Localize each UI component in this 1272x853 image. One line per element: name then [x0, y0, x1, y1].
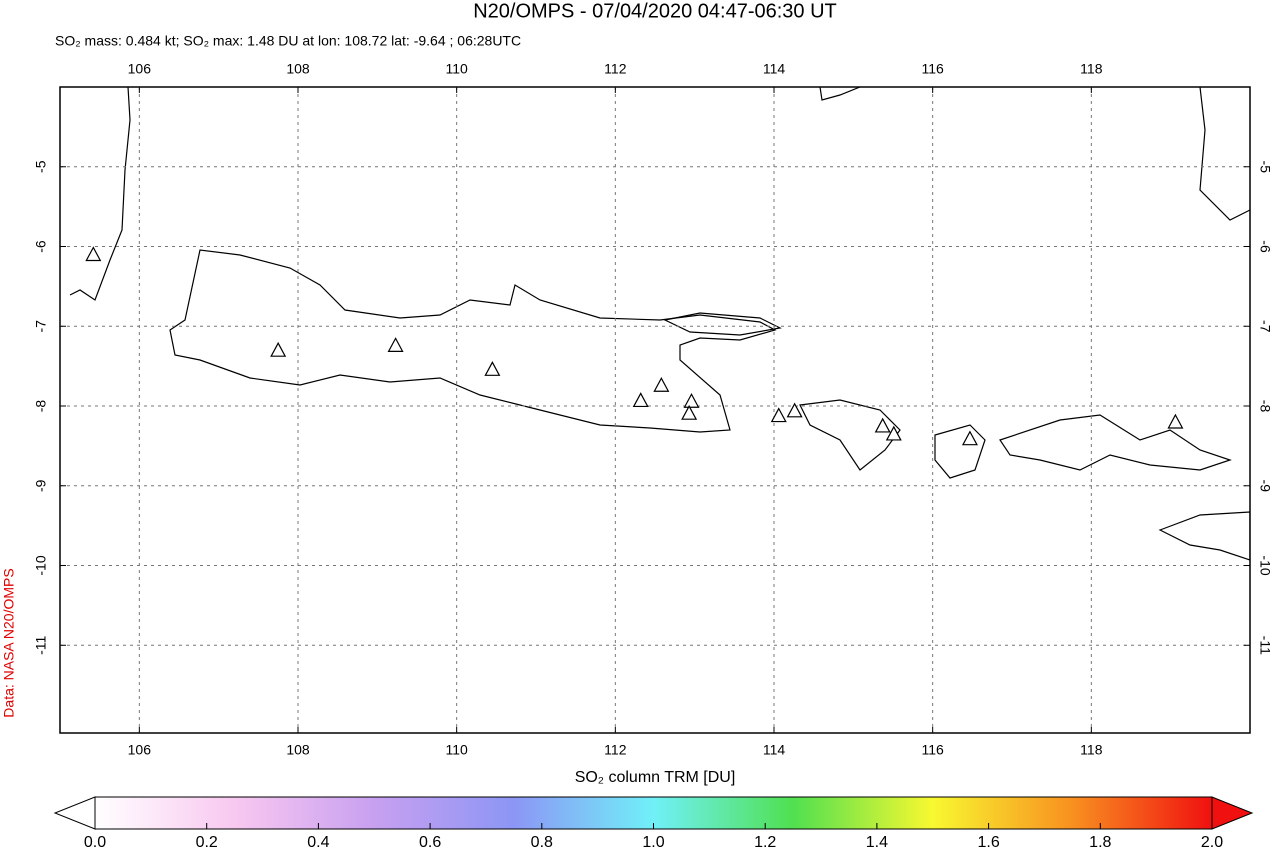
colorbar-over [1211, 796, 1254, 830]
colorbar-tick-label: 0.8 [531, 834, 553, 851]
volcano-marker [770, 407, 787, 423]
colorbar-tick-label: 1.2 [754, 834, 776, 851]
map-frame [59, 86, 1251, 734]
x-tick-label: 108 [286, 61, 310, 77]
volcano-marker [681, 404, 698, 420]
x-tick-label: 114 [763, 61, 786, 77]
colorbar-tick-label: 0.6 [419, 834, 441, 851]
sumbawa-coast [999, 414, 1232, 471]
x-tick-label: 112 [604, 742, 627, 758]
y-tick-label: -9 [1257, 480, 1272, 493]
credit: Data: NASA N20/OMPS [1, 568, 17, 717]
y-tick-label: -8 [1257, 400, 1272, 413]
x-tick-label: 110 [446, 742, 469, 758]
flores-coast [1199, 87, 1250, 221]
colorbar-tick-label: 0.0 [84, 834, 106, 851]
volcano-marker [270, 341, 287, 357]
madura-coast [663, 312, 782, 336]
map-background [60, 87, 1250, 733]
colorbar-tick-label: 1.4 [866, 834, 888, 851]
volcano-marker [484, 361, 501, 376]
colorbar-tick-label: 1.0 [642, 834, 664, 851]
x-tick-label: 118 [1080, 742, 1103, 758]
volcano-marker [1167, 413, 1184, 429]
colorbar-tick-label: 2.0 [1201, 834, 1223, 851]
subtitle: SO₂ mass: 0.484 kt; SO₂ max: 1.48 DU at … [55, 33, 521, 49]
volcano-marker [632, 392, 649, 408]
x-tick-label: 118 [1080, 61, 1103, 77]
y-tick-label: -7 [1257, 320, 1272, 333]
volcano-marker [387, 337, 404, 352]
x-tick-label: 106 [128, 742, 152, 758]
volcano-marker [874, 417, 891, 433]
lombok-coast [934, 424, 986, 479]
y-tick-label: -10 [1257, 555, 1272, 575]
borneo-coast [819, 87, 861, 101]
sumatra-coast [69, 87, 131, 301]
y-tick-label: -11 [33, 635, 49, 654]
y-tick-label: -9 [33, 479, 49, 492]
colorbar-tick-label: 1.8 [1089, 834, 1111, 851]
title: N20/OMPS - 07/04/2020 04:47-06:30 UT [473, 0, 837, 22]
x-tick-label: 116 [922, 742, 945, 758]
java-coast [169, 249, 777, 433]
colorbar-tick-label: 1.6 [977, 834, 999, 851]
y-tick-label: -8 [33, 400, 49, 413]
x-tick-label: 106 [128, 61, 152, 77]
volcano-marker [961, 430, 978, 446]
y-tick-label: -5 [33, 160, 49, 173]
colorbar-tick-label: 0.2 [196, 834, 218, 851]
volcano-marker [653, 377, 670, 392]
colorbar-under [53, 796, 96, 830]
volcano-marker [786, 402, 803, 418]
coastlines [69, 87, 1250, 561]
x-tick-label: 116 [922, 61, 945, 77]
volcano-marker [683, 392, 700, 408]
x-tick-label: 108 [286, 742, 310, 758]
y-tick-label: -10 [33, 555, 49, 575]
x-tick-label: 110 [446, 61, 469, 77]
x-tick-label: 112 [604, 61, 627, 77]
y-tick-label: -6 [1257, 240, 1272, 253]
y-tick-label: -11 [1257, 636, 1272, 655]
colorbar-label: SO₂ column TRM [DU] [575, 769, 736, 786]
colorbar-tick-label: 0.4 [307, 834, 329, 851]
volcano-marker [85, 246, 102, 262]
x-tick-label: 114 [763, 742, 786, 758]
y-tick-label: -7 [33, 320, 49, 333]
volcano-marker [885, 425, 902, 441]
bali-coast [799, 399, 901, 471]
y-tick-label: -6 [33, 240, 49, 253]
y-tick-label: -5 [1257, 161, 1272, 174]
sumba-coast [1158, 511, 1250, 561]
